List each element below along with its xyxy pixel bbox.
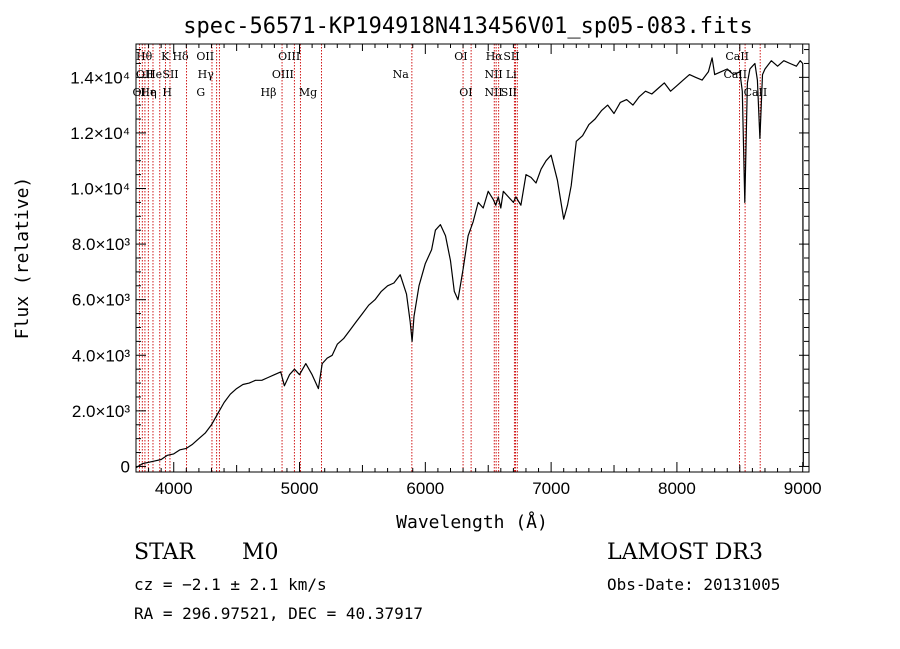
- spectrum-series-line: [135, 57, 804, 469]
- y-tick-label: 1.0×10⁴: [70, 180, 130, 199]
- y-tick-label: 6.0×10³: [72, 291, 130, 310]
- spectral-line-label: H: [162, 86, 172, 99]
- spectral-line-label: G: [196, 86, 205, 99]
- spectral-line-label: SII: [162, 68, 178, 81]
- y-tick-label: 2.0×10³: [72, 402, 130, 421]
- spectral-line-label: NII: [484, 86, 502, 99]
- y-tick-label: 8.0×10³: [72, 235, 130, 254]
- y-tick-label: 1.4×10⁴: [70, 68, 130, 87]
- spectral-line-label: K: [161, 50, 170, 63]
- x-tick-label: 7000: [532, 479, 570, 498]
- spectral-line-label: SII: [503, 50, 519, 63]
- spectral-line-label: Hα: [486, 50, 504, 63]
- spectral-line-label: SII: [501, 86, 517, 99]
- spectral-line-label: Hγ: [198, 68, 215, 81]
- spectral-line-label: NII: [484, 68, 502, 81]
- x-tick-label: 5000: [281, 479, 319, 498]
- spectral-line-label: Hβ: [261, 86, 277, 99]
- spectral-line-label: He: [140, 86, 156, 99]
- spectral-line-label: OIII: [272, 68, 294, 81]
- spectral-line-label: OIII: [278, 50, 300, 63]
- spectral-line-label: He: [146, 68, 162, 81]
- spectral-line-label: CaII: [723, 68, 747, 81]
- redshift-text: cz = −2.1 ± 2.1 km/s: [134, 575, 327, 594]
- spectral-line-label: OI: [459, 86, 472, 99]
- object-subclass: M0: [242, 540, 279, 565]
- spectral-line-label: OI: [454, 50, 467, 63]
- object-class: STAR: [134, 540, 195, 565]
- spectral-line-label: Li: [506, 68, 517, 81]
- y-tick-label: 4.0×10³: [72, 346, 130, 365]
- chart-title: spec-56571-KP194918N413456V01_sp05-083.f…: [183, 14, 753, 39]
- spectral-line-label: CaII: [725, 50, 749, 63]
- y-axis-label: Flux (relative): [12, 177, 33, 340]
- obs-date-text: Obs-Date: 20131005: [607, 575, 781, 594]
- spectral-line-label: Na: [393, 68, 410, 81]
- x-axis: 4000 5000 6000 7000 8000 9000: [135, 44, 822, 498]
- x-axis-label: Wavelength (Å): [396, 511, 548, 533]
- plot-frame: [135, 43, 810, 473]
- spectral-line-label: Hθ: [136, 50, 153, 63]
- x-tick-label: 6000: [406, 479, 444, 498]
- x-tick-label: 8000: [658, 479, 696, 498]
- y-tick-label: 1.2×10⁴: [70, 124, 130, 143]
- x-tick-label: 9000: [784, 479, 822, 498]
- y-tick-label: 0: [121, 457, 130, 476]
- spectral-line-label: OII: [196, 50, 214, 63]
- spectral-line-label: η: [150, 86, 157, 99]
- spectral-line-label: Mg: [299, 86, 317, 99]
- survey-name: LAMOST DR3: [607, 540, 763, 565]
- y-axis: 0 2.0×10³ 4.0×10³ 6.0×10³ 8.0×10³ 1.0×10⁴ 1.2×…: [70, 49, 809, 476]
- x-tick-label: 4000: [155, 479, 193, 498]
- spectral-line-label: Hδ: [172, 50, 189, 63]
- coordinates-text: RA = 296.97521, DEC = 40.37917: [134, 604, 423, 623]
